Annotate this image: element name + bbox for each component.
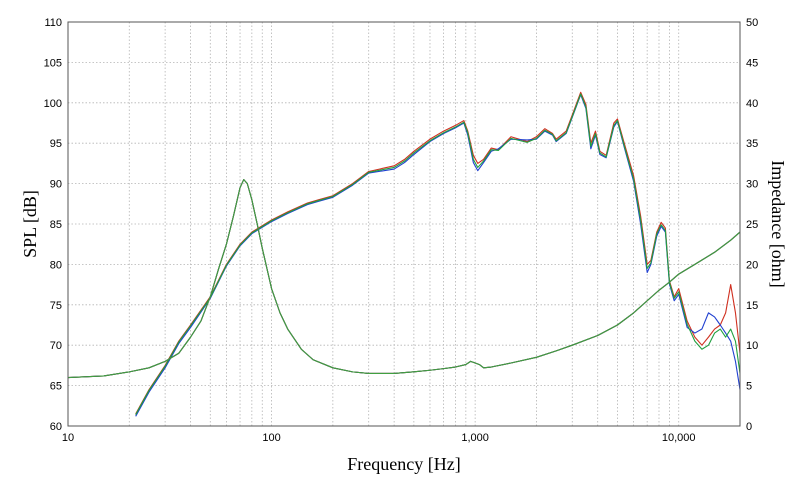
y2-tick-label: 10 <box>746 340 758 352</box>
impedance-trace-6 <box>67 179 741 379</box>
spl-trace-2 <box>135 94 741 417</box>
y-tick-label: 70 <box>50 340 62 352</box>
y2-tick-label: 20 <box>746 259 758 271</box>
y2-tick-label: 30 <box>746 179 758 191</box>
tick-labels: 60 65 70 75 80 85 90 95 100 105 110 0 5 10 15 20 25 30 35 4… <box>44 17 759 444</box>
x-tick-label: 100 <box>262 432 280 444</box>
y2-axis-title: Impedance [ohm] <box>768 160 788 287</box>
y-axis-title: SPL [dB] <box>20 190 40 258</box>
y2-tick-label: 0 <box>746 421 752 433</box>
y-tick-label: 80 <box>50 259 62 271</box>
x-tick-label: 10 <box>62 432 74 444</box>
spl-trace-3 <box>135 93 741 415</box>
y-tick-label: 90 <box>50 179 62 191</box>
spl-trace-1 <box>135 91 741 415</box>
y-tick-label: 75 <box>50 300 62 312</box>
y2-tick-label: 35 <box>746 138 758 150</box>
grid-lines <box>68 22 740 426</box>
y-tick-label: 60 <box>50 421 62 433</box>
y-tick-label: 85 <box>50 219 62 231</box>
y2-tick-label: 50 <box>746 17 758 29</box>
y2-tick-label: 40 <box>746 98 758 110</box>
y2-tick-label: 45 <box>746 57 758 69</box>
y-tick-label: 100 <box>44 98 62 110</box>
x-axis-title: Frequency [Hz] <box>347 454 460 474</box>
y-tick-label: 105 <box>44 57 62 69</box>
y2-tick-label: 15 <box>746 300 758 312</box>
y-tick-label: 65 <box>50 381 62 393</box>
y-tick-label: 110 <box>44 17 62 29</box>
x-tick-label: 10,000 <box>662 432 696 444</box>
x-tick-label: 1,000 <box>461 432 489 444</box>
y-tick-label: 95 <box>50 138 62 150</box>
y2-tick-label: 5 <box>746 381 752 393</box>
y2-tick-label: 25 <box>746 219 758 231</box>
plot-frame <box>67 21 741 427</box>
data-traces <box>67 91 741 417</box>
